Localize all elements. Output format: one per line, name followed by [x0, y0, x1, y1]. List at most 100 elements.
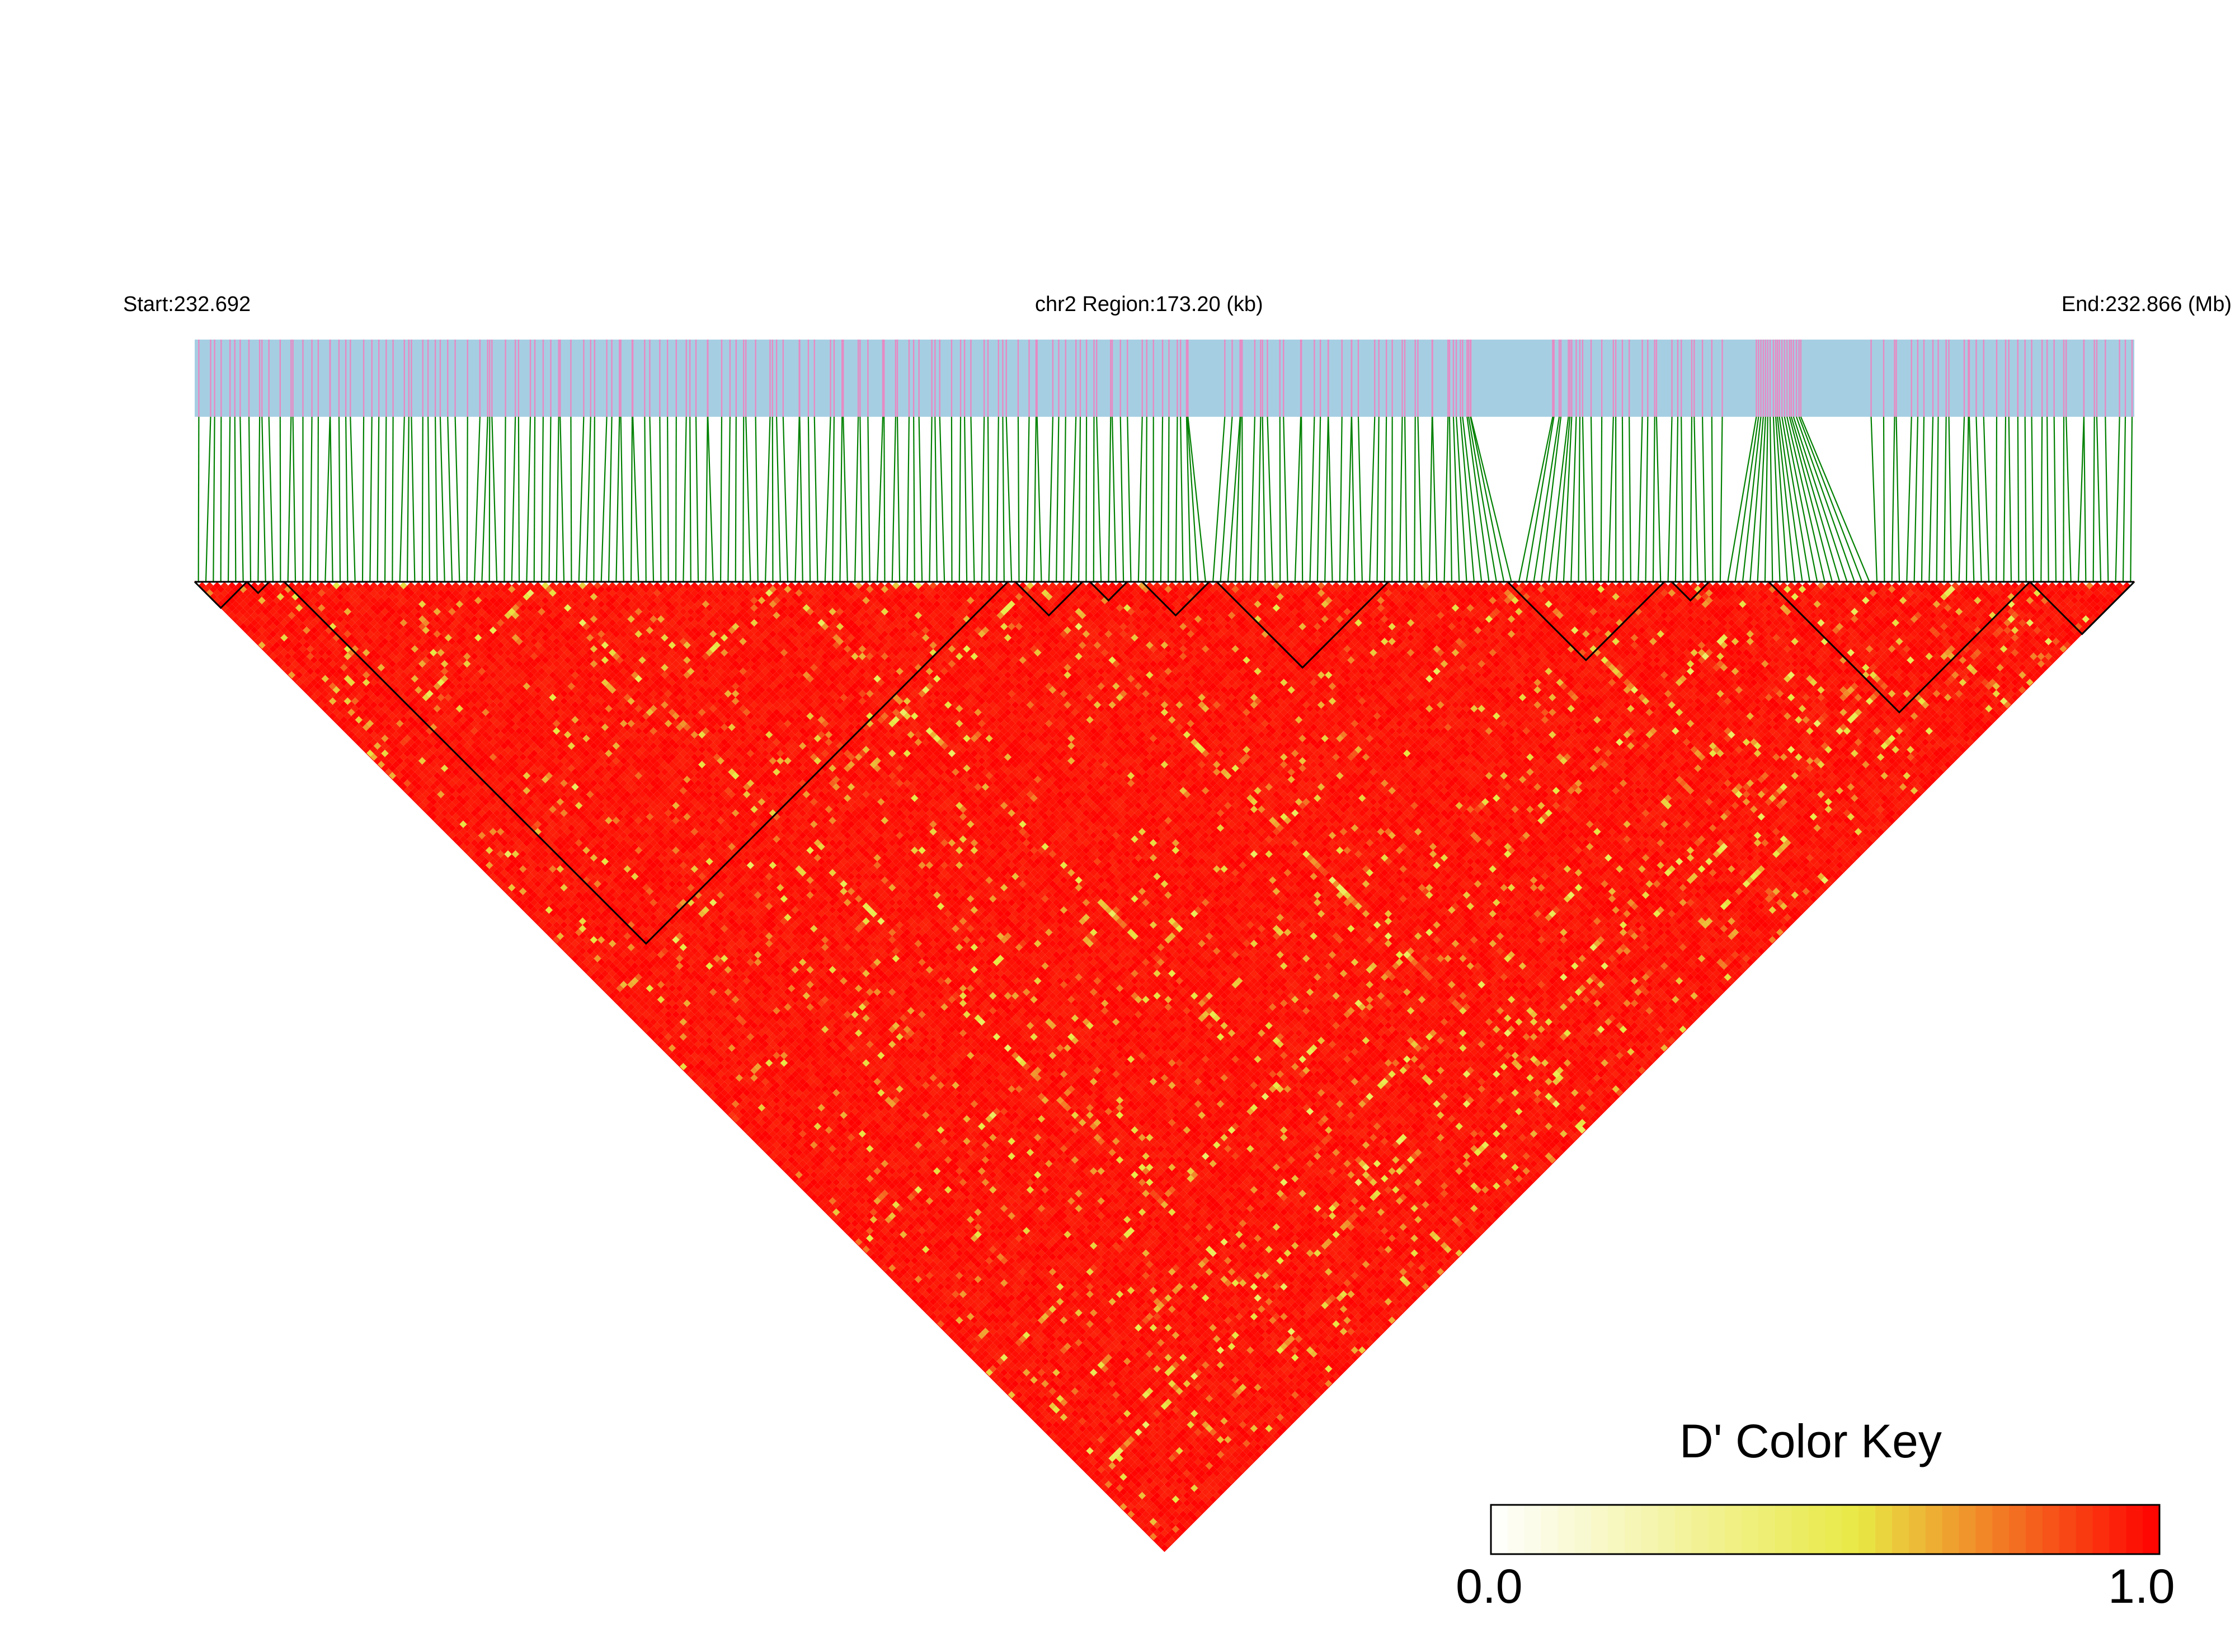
- snp-connector: [579, 417, 584, 582]
- snp-connector: [2004, 417, 2006, 582]
- snp-connector: [1470, 417, 1504, 582]
- snp-connector: [1937, 417, 1938, 582]
- snp-connector: [2032, 417, 2034, 582]
- snp-connector-lines: [199, 417, 2132, 582]
- snp-connector: [534, 417, 535, 582]
- snp-connector: [440, 417, 445, 582]
- snp-connector: [1629, 417, 1631, 582]
- snp-connector: [996, 417, 998, 582]
- snp-connector: [1657, 417, 1660, 582]
- snp-connector: [1534, 417, 1560, 582]
- snp-connector: [1622, 417, 1624, 582]
- snp-connector: [310, 417, 312, 582]
- snp-connector: [1591, 417, 1593, 582]
- snp-connector: [1418, 417, 1422, 582]
- snp-connector: [1608, 417, 1613, 582]
- snp-connector: [1161, 417, 1163, 582]
- snp-connector: [840, 417, 842, 582]
- snp-connector: [959, 417, 961, 582]
- snp-connector: [1579, 417, 1580, 582]
- snp-connector: [1691, 417, 1692, 582]
- snp-connector: [696, 417, 698, 582]
- snp-connector: [644, 417, 646, 582]
- snp-connector: [1720, 417, 1723, 582]
- snp-connector: [1283, 417, 1287, 582]
- snp-connector: [1892, 417, 1895, 582]
- snp-connector: [1676, 417, 1678, 582]
- snp-connector: [262, 417, 265, 582]
- snp-connector: [855, 417, 858, 582]
- snp-connector: [1112, 417, 1116, 582]
- snp-connector: [2130, 417, 2132, 582]
- snp-connector: [1340, 417, 1342, 582]
- snp-connector: [897, 417, 900, 582]
- snp-connector: [1097, 417, 1101, 582]
- snp-connector: [240, 417, 243, 582]
- snp-connector: [1180, 417, 1183, 582]
- snp-connector: [971, 417, 974, 582]
- snp-connector: [482, 417, 487, 582]
- snp-connector: [2063, 417, 2064, 582]
- snp-connector: [667, 417, 669, 582]
- snp-connector: [728, 417, 730, 582]
- snp-connector: [935, 417, 937, 582]
- snp-connector: [1121, 417, 1123, 582]
- snp-connector: [621, 417, 624, 582]
- snp-connector: [428, 417, 430, 582]
- snp-connector: [1318, 417, 1320, 582]
- snp-connector: [1526, 417, 1554, 582]
- snp-connector: [1646, 417, 1648, 582]
- snp-connector: [1770, 417, 1772, 582]
- snp-connector: [258, 417, 260, 582]
- snp-connector: [1944, 417, 1946, 582]
- snp-connector: [422, 417, 423, 582]
- snp-connector: [557, 417, 559, 582]
- snp-connector: [228, 417, 230, 582]
- snp-connector: [1064, 417, 1065, 582]
- snp-connector: [2078, 417, 2084, 582]
- snp-connector: [1325, 417, 1328, 582]
- snp-connector: [1250, 417, 1255, 582]
- snp-connector: [474, 417, 480, 582]
- snp-connector: [1400, 417, 1403, 582]
- snp-connector: [1638, 417, 1642, 582]
- snp-connector: [2054, 417, 2056, 582]
- snp-connector: [892, 417, 896, 582]
- snp-connector: [448, 417, 452, 582]
- snp-connector: [1469, 417, 1497, 582]
- snp-connector: [765, 417, 770, 582]
- snp-connector: [868, 417, 869, 582]
- snp-connector: [467, 417, 468, 582]
- snp-track-background: [195, 340, 2134, 417]
- snp-connector: [293, 417, 295, 582]
- snp-connector: [288, 417, 291, 582]
- snp-connector: [1735, 417, 1759, 582]
- snp-connector: [1213, 417, 1225, 582]
- snp-connector: [1583, 417, 1586, 582]
- snp-connector: [455, 417, 460, 582]
- snp-connector: [1907, 417, 1911, 582]
- snp-connector: [339, 417, 340, 582]
- snp-connector: [601, 417, 607, 582]
- ld-heatmap: [195, 582, 2134, 1552]
- snp-connector: [843, 417, 848, 582]
- snp-connector: [1301, 417, 1302, 582]
- snp-connector: [325, 417, 330, 582]
- snp-connector: [1519, 417, 1553, 582]
- snp-connector: [1969, 417, 1974, 582]
- snp-connector: [1127, 417, 1131, 582]
- snp-connector: [2123, 417, 2125, 582]
- snp-connector: [512, 417, 515, 582]
- snp-connector: [2025, 417, 2026, 582]
- snp-connector: [1405, 417, 1407, 582]
- snp-connector: [1922, 417, 1924, 582]
- snp-connector: [1037, 417, 1042, 582]
- snp-connector: [929, 417, 931, 582]
- snp-connector: [1071, 417, 1076, 582]
- snp-connector: [1773, 417, 1780, 582]
- snp-connector: [213, 417, 214, 582]
- snp-connector: [392, 417, 393, 582]
- snp-connector: [721, 417, 722, 582]
- snp-connector: [411, 417, 415, 582]
- snp-connector: [330, 417, 332, 582]
